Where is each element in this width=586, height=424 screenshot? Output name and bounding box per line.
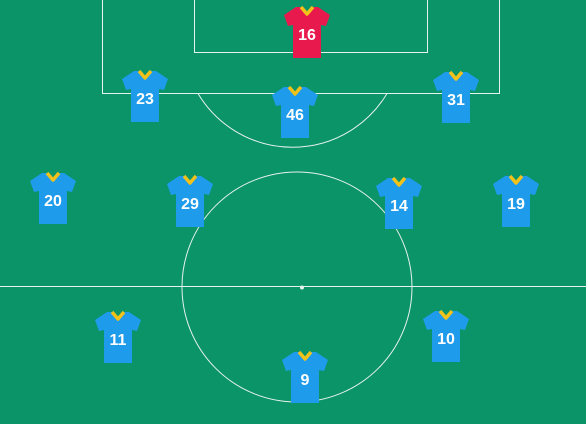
player-number: 23 <box>136 91 154 108</box>
player-number: 31 <box>447 92 465 109</box>
player-number: 19 <box>507 196 525 213</box>
center-spot <box>300 285 304 290</box>
player-11[interactable]: 11 <box>90 309 146 365</box>
shirt-icon <box>30 171 76 224</box>
player-9[interactable]: 9 <box>277 349 333 405</box>
player-number: 46 <box>286 107 304 124</box>
player-number: 29 <box>181 196 199 213</box>
player-20[interactable]: 20 <box>25 170 81 226</box>
player-29[interactable]: 29 <box>162 173 218 229</box>
shirt-icon <box>122 69 168 122</box>
shirt-icon <box>376 176 422 229</box>
penalty-arc <box>197 93 388 148</box>
shirt-icon <box>95 310 141 363</box>
shirt-icon <box>493 174 539 227</box>
player-number: 11 <box>109 332 127 349</box>
goalkeeper-number: 16 <box>298 27 316 44</box>
shirt-icon <box>423 309 469 362</box>
shirt-icon <box>282 350 328 403</box>
player-19[interactable]: 19 <box>488 173 544 229</box>
player-number: 10 <box>437 331 455 348</box>
shirt-icon <box>433 70 479 123</box>
player-46[interactable]: 46 <box>267 84 323 140</box>
player-number: 14 <box>390 198 408 215</box>
player-31[interactable]: 31 <box>428 69 484 125</box>
player-number: 9 <box>300 372 310 389</box>
player-10[interactable]: 10 <box>418 308 474 364</box>
player-23[interactable]: 23 <box>117 68 173 124</box>
player-goalkeeper[interactable]: 16 <box>279 4 335 60</box>
player-14[interactable]: 14 <box>371 175 427 231</box>
goalkeeper-shirt-icon <box>284 5 330 58</box>
shirt-icon <box>272 85 318 138</box>
player-number: 20 <box>44 193 62 210</box>
shirt-icon <box>167 174 213 227</box>
